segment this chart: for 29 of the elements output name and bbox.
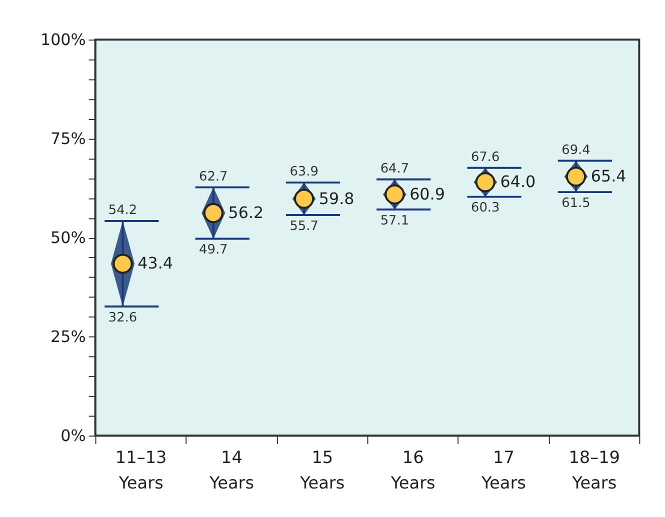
y-tick-label: 25% — [50, 327, 86, 346]
y-tick-label: 0% — [60, 426, 86, 446]
annotation: 63.9 — [290, 164, 318, 180]
data-label: 60.9 — [410, 184, 445, 204]
data-label: 43.4 — [138, 254, 173, 273]
annotation: 61.5 — [562, 196, 590, 211]
annotation: 67.6 — [471, 150, 500, 165]
data-label: 64.0 — [500, 172, 536, 192]
y-tick-label: 50% — [50, 228, 86, 248]
y-tick-label: 75% — [50, 129, 86, 148]
data-label: 65.4 — [590, 166, 626, 186]
annotation: 60.3 — [471, 200, 500, 216]
annotation: 49.7 — [199, 242, 228, 258]
annotation: 69.4 — [562, 142, 590, 158]
x-tick-label: 14 Years — [208, 446, 254, 493]
x-tick-label: 17 Years — [480, 446, 526, 493]
annotation: 55.7 — [290, 218, 318, 234]
x-tick-label: 16 Years — [390, 446, 436, 493]
annotation: 32.6 — [108, 310, 138, 326]
x-tick-label: 15 Years — [299, 446, 345, 493]
x-tick-label: 18–19 Years — [568, 446, 620, 493]
annotation: 57.1 — [380, 213, 410, 228]
y-tick-label: 100% — [40, 30, 86, 50]
annotation: 54.2 — [108, 203, 138, 218]
annotation: 62.7 — [199, 169, 228, 184]
annotation: 64.7 — [380, 161, 410, 176]
data-label: 56.2 — [228, 203, 264, 222]
data-label: 59.8 — [318, 188, 354, 208]
x-tick-label: 11–13 Years — [115, 446, 167, 493]
